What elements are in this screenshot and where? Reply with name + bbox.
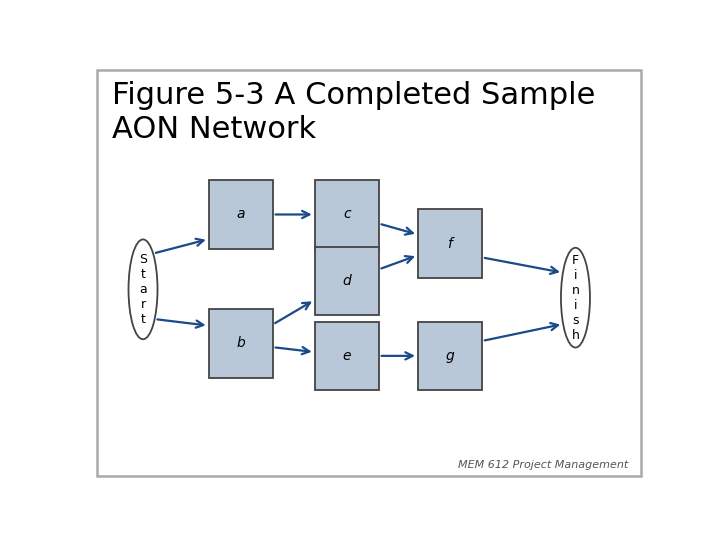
FancyBboxPatch shape xyxy=(209,309,273,377)
Text: a: a xyxy=(236,207,245,221)
FancyBboxPatch shape xyxy=(418,321,482,390)
FancyBboxPatch shape xyxy=(418,210,482,278)
Text: S
t
a
r
t: S t a r t xyxy=(139,253,147,326)
FancyBboxPatch shape xyxy=(209,180,273,249)
Text: c: c xyxy=(343,207,351,221)
Text: g: g xyxy=(446,349,454,363)
Ellipse shape xyxy=(128,239,158,339)
Text: MEM 612 Project Management: MEM 612 Project Management xyxy=(458,460,629,470)
Text: F
i
n
i
s
h: F i n i s h xyxy=(572,254,580,342)
Text: d: d xyxy=(342,274,351,288)
FancyBboxPatch shape xyxy=(315,247,379,315)
Text: e: e xyxy=(343,349,351,363)
Ellipse shape xyxy=(561,248,590,348)
Text: Figure 5-3 A Completed Sample
AON Network: Figure 5-3 A Completed Sample AON Networ… xyxy=(112,82,595,144)
FancyBboxPatch shape xyxy=(315,321,379,390)
FancyBboxPatch shape xyxy=(315,180,379,249)
Text: f: f xyxy=(447,237,452,251)
Text: b: b xyxy=(236,336,245,350)
